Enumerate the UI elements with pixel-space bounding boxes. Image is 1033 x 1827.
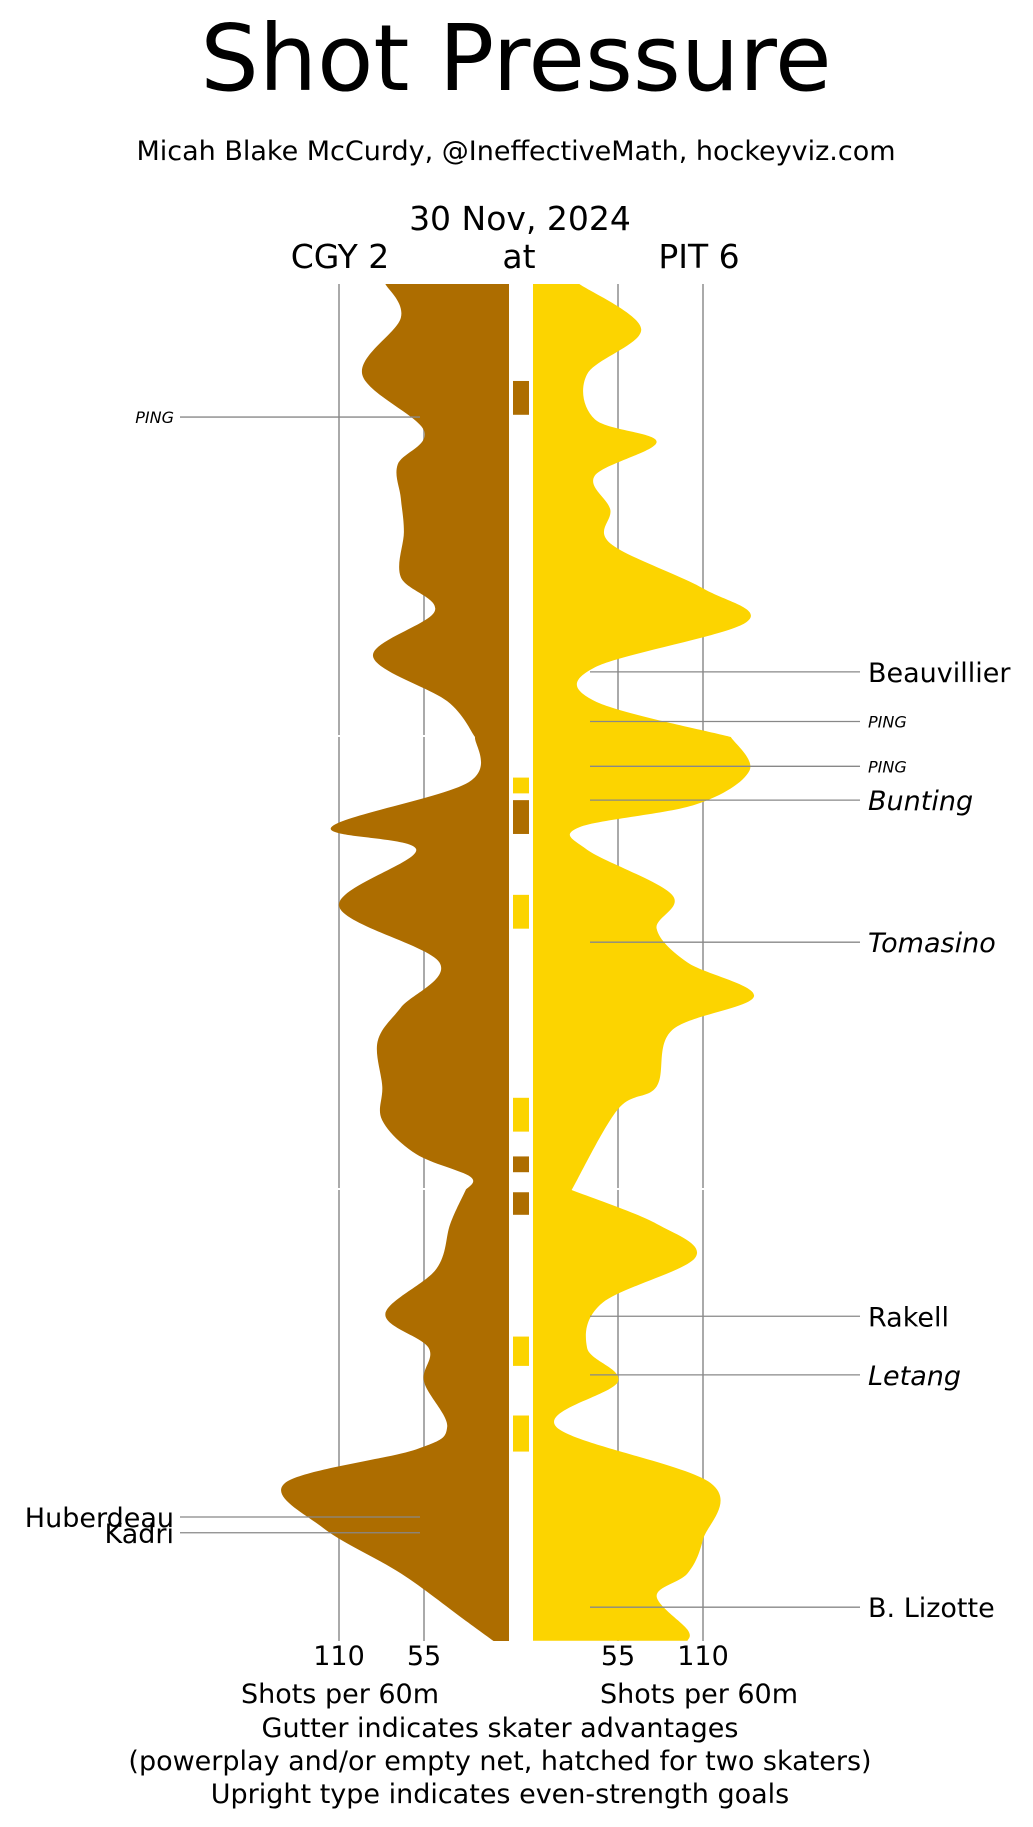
pit-advantage-bar — [513, 1097, 529, 1132]
x-axis-ticks: 110 55 55 110 — [313, 1641, 729, 1672]
game-date: 30 Nov, 2024 — [409, 199, 631, 238]
footer-line-3: Upright type indicates even-strength goa… — [211, 1779, 789, 1810]
goal-annotation: PING — [868, 757, 907, 776]
footer-line-2: (powerplay and/or empty net, hatched for… — [128, 1746, 871, 1777]
away-team-label: CGY 2 — [291, 237, 390, 276]
goal-annotation: Bunting — [868, 786, 973, 817]
advantage-gutter — [513, 380, 529, 1452]
goal-annotation: Rakell — [868, 1302, 949, 1333]
pit-advantage-bar — [513, 1415, 529, 1452]
goal-annotation: PING — [868, 712, 907, 731]
cgy-advantage-bar — [513, 1156, 529, 1173]
cgy-advantage-bar — [513, 380, 529, 415]
goal-annotation: Letang — [868, 1361, 961, 1392]
cgy-advantage-bar — [513, 800, 529, 834]
right-tick-label: 55 — [601, 1641, 635, 1672]
right-axis-label: Shots per 60m — [600, 1679, 798, 1710]
goal-annotation: Beauvillier — [868, 658, 1011, 689]
pit-pressure-area-p2 — [533, 737, 755, 1190]
home-team-label: PIT 6 — [658, 237, 739, 276]
right-tick-label: 110 — [677, 1641, 729, 1672]
chart-title: Shot Pressure — [200, 5, 831, 112]
goal-annotation: B. Lizotte — [868, 1593, 995, 1624]
cgy-pressure-area-p1 — [361, 284, 509, 737]
left-axis-label: Shots per 60m — [241, 1679, 439, 1710]
goal-annotation: Kadri — [104, 1519, 174, 1550]
pit-pressure-area-p3 — [533, 1190, 721, 1641]
goal-annotation: Tomasino — [868, 928, 996, 959]
cgy-advantage-bar — [513, 1192, 529, 1215]
at-label: at — [502, 237, 535, 276]
pit-advantage-bar — [513, 777, 529, 794]
pit-pressure-area-p1 — [533, 284, 751, 737]
cgy-pressure-area-p3 — [281, 1190, 509, 1641]
pit-advantage-bar — [513, 1336, 529, 1366]
goal-annotation: Huberdeau — [25, 1503, 174, 1534]
left-tick-label: 55 — [407, 1641, 441, 1672]
pit-advantage-bar — [513, 894, 529, 929]
annotations: PING Beauvillier PING PING Bunting Tomasino Ra… — [25, 408, 1012, 1624]
footer-line-1: Gutter indicates skater advantages — [262, 1713, 739, 1744]
chart-subtitle: Micah Blake McCurdy, @IneffectiveMath, h… — [136, 136, 895, 167]
goal-annotation: PING — [135, 408, 174, 427]
cgy-pressure-area-p2 — [330, 737, 509, 1190]
left-tick-label: 110 — [313, 1641, 365, 1672]
plot-area — [281, 284, 755, 1641]
